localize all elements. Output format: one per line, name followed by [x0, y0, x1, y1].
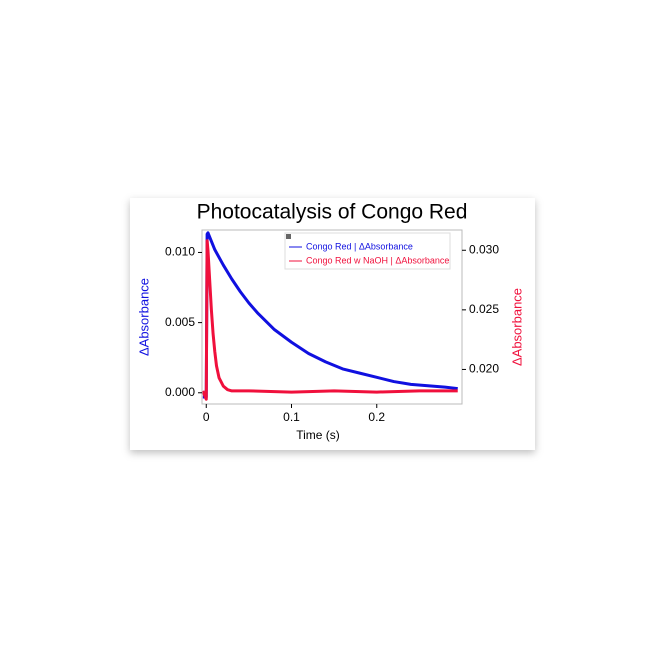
y2-tick-label: 0.020	[469, 362, 499, 376]
legend-label: Congo Red w NaOH | ΔAbsorbance	[306, 255, 449, 265]
x-tick-label: 0.1	[283, 410, 300, 424]
y-tick-label: 0.010	[165, 245, 195, 259]
y-axis-label: ΔAbsorbance	[136, 278, 151, 356]
x-tick-label: 0	[203, 410, 210, 424]
legend-box	[284, 232, 451, 270]
x-axis-label: Time (s)	[296, 428, 340, 442]
y-tick-label: 0.000	[165, 385, 195, 399]
plot-area	[202, 231, 458, 401]
y2-tick-label: 0.030	[469, 242, 499, 256]
chart-title: Photocatalysis of Congo Red	[197, 201, 468, 224]
legend-label: Congo Red | ΔAbsorbance	[306, 241, 413, 251]
legend-handle	[286, 234, 291, 239]
y2-axis-label: ΔAbsorbance	[509, 288, 524, 366]
x-tick-label: 0.2	[368, 410, 385, 424]
y-tick-label: 0.005	[165, 315, 195, 329]
plot-frame	[201, 229, 463, 405]
series-line	[202, 231, 458, 399]
y2-tick-label: 0.025	[469, 302, 499, 316]
series-line	[202, 239, 458, 401]
